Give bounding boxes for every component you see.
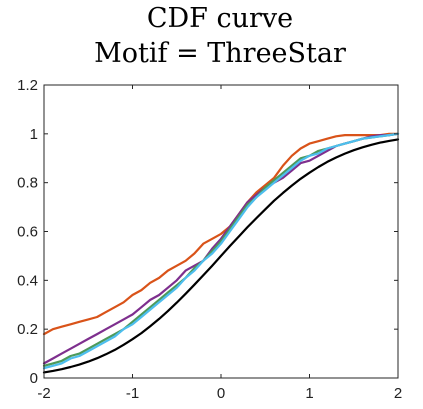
y-tick-label: 1 (30, 126, 38, 143)
plot-area (44, 85, 398, 378)
series-line-4 (42, 132, 400, 370)
y-tick-label: 0.2 (17, 321, 38, 338)
y-tick-label: 0.6 (17, 224, 38, 241)
x-tick-label: -1 (126, 385, 139, 402)
series-line-5 (42, 138, 400, 374)
series-layer (42, 132, 400, 374)
y-tick-label: 1.2 (17, 77, 38, 94)
series-line-1 (42, 132, 400, 336)
x-axis: -2 -1 0 1 2 (37, 85, 402, 402)
chart-title-line-2: Motif = ThreeStar (94, 38, 346, 69)
y-tick-label: 0.4 (17, 272, 38, 289)
x-tick-label: 1 (305, 385, 313, 402)
x-tick-label: 0 (217, 385, 225, 402)
y-axis: 0 0.2 0.4 0.6 0.8 1 1.2 (17, 77, 398, 387)
y-tick-label: 0.8 (17, 175, 38, 192)
x-tick-label: 2 (394, 385, 402, 402)
x-tick-label: -2 (37, 385, 50, 402)
y-tick-label: 0 (30, 370, 38, 387)
chart-title-line-1: CDF curve (147, 3, 293, 34)
